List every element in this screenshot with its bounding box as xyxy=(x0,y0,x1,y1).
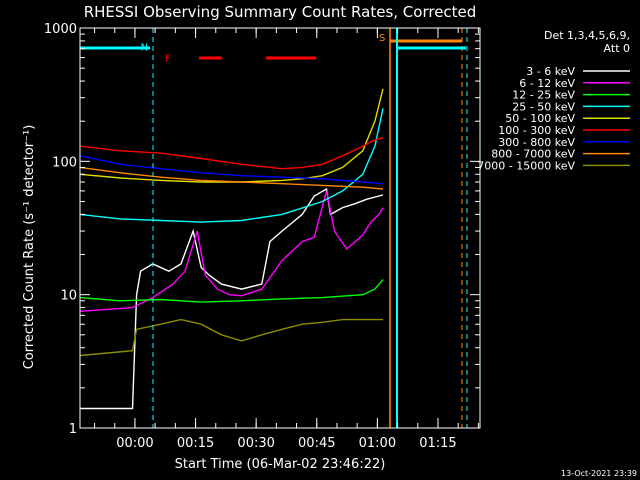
legend-label-3: 12 - 25 keV xyxy=(512,89,575,102)
y-tick-label-0: 1 xyxy=(69,422,77,437)
x-tick-label-3: 00:45 xyxy=(298,436,335,451)
y-axis-label: Corrected Count Rate (s⁻¹ detector⁻¹) xyxy=(22,125,37,370)
series-line-5 xyxy=(79,88,384,183)
plot-frame xyxy=(79,27,481,429)
legend-header-1: Det 1,3,4,5,6,9, xyxy=(544,29,630,42)
y-tick-label-3: 1000 xyxy=(44,22,77,37)
y-tick-label-2: 100 xyxy=(52,155,77,170)
series-line-3 xyxy=(79,279,384,303)
legend-label-9: 7000 - 15000 keV xyxy=(477,159,575,172)
series-line-1 xyxy=(80,187,384,410)
x-tick-label-0: 00:00 xyxy=(116,436,153,451)
series-line-8 xyxy=(79,166,384,190)
legend-header-2: Att 0 xyxy=(604,42,630,55)
y-tick-label-1: 10 xyxy=(60,289,77,304)
series-line-2 xyxy=(79,190,384,312)
x-tick-label-1: 00:15 xyxy=(177,436,214,451)
legend-label-4: 25 - 50 keV xyxy=(512,100,575,113)
annotation-2: F xyxy=(165,54,171,65)
chart-title: RHESSI Observing Summary Count Rates, Co… xyxy=(84,3,477,21)
overlay-layer xyxy=(80,28,468,428)
legend-label-7: 300 - 800 keV xyxy=(498,136,575,149)
series-layer xyxy=(79,88,384,410)
legend-label-5: 50 - 100 keV xyxy=(505,112,575,125)
annotation-1: N xyxy=(141,42,148,53)
annotation-3: S xyxy=(379,33,385,44)
x-tick-label-5: 01:15 xyxy=(419,436,456,451)
legend-label-1: 3 - 6 keV xyxy=(526,65,575,78)
x-tick-label-2: 00:30 xyxy=(237,436,274,451)
legend-label-2: 6 - 12 keV xyxy=(519,77,575,90)
series-line-6 xyxy=(79,137,384,170)
legend-label-6: 100 - 300 keV xyxy=(498,124,575,137)
axes-layer xyxy=(79,27,481,429)
series-line-4 xyxy=(79,108,384,223)
ticks-layer: 1 10 100 1000 00:00 00:15 00:30 00:45 01:00 01:15 xyxy=(44,22,480,451)
footer-date: 13-Oct-2021 23:39 xyxy=(561,469,637,478)
legend-label-8: 800 - 7000 keV xyxy=(491,148,575,161)
annotation-layer: N F S xyxy=(141,33,386,65)
series-line-9 xyxy=(79,318,383,357)
x-axis-label: Start Time (06-Mar-02 23:46:22) xyxy=(175,457,386,472)
x-tick-label-4: 01:00 xyxy=(359,436,396,451)
series-line-7 xyxy=(79,155,384,185)
